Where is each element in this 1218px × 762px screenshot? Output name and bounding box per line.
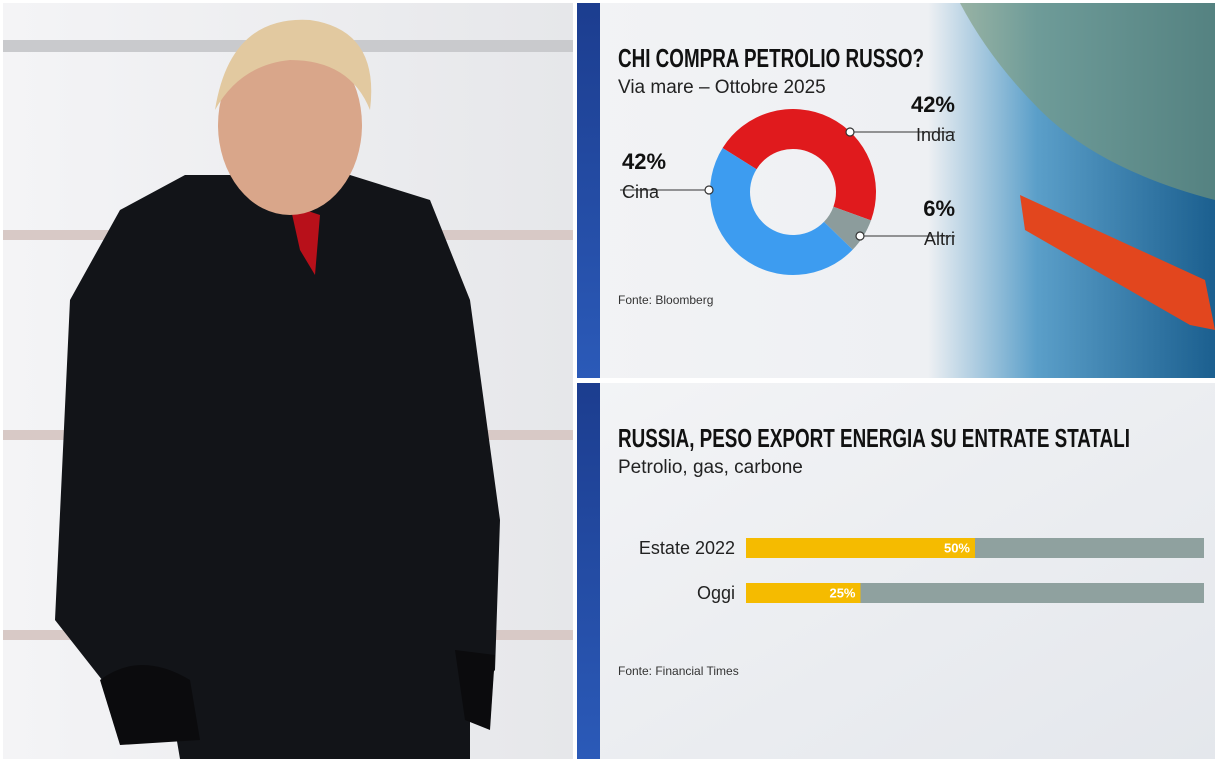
source: Fonte: Financial Times: [618, 664, 739, 678]
photo: [3, 3, 573, 759]
value-label: 6%: [923, 196, 955, 221]
value-label: 50%: [944, 540, 970, 555]
chart-title: RUSSIA, PESO EXPORT ENERGIA SU ENTRATE S…: [618, 423, 1130, 453]
leader-dot: [845, 127, 855, 137]
category-label: Cina: [622, 182, 660, 202]
chart-subtitle: Petrolio, gas, carbone: [618, 457, 803, 478]
donut-segment: [722, 109, 876, 221]
chart-subtitle: Via mare – Ottobre 2025: [618, 77, 826, 98]
category-label: India: [916, 125, 956, 145]
donut-segment: [709, 148, 853, 276]
leader-dot: [855, 231, 865, 241]
chart-title: CHI COMPRA PETROLIO RUSSO?: [618, 43, 924, 73]
bar: [746, 583, 861, 603]
source: Fonte: Bloomberg: [618, 293, 713, 307]
leader-dot: [704, 185, 714, 195]
value-label: 42%: [911, 92, 955, 117]
panel-background: [577, 3, 1215, 759]
value-label: 25%: [829, 585, 855, 600]
value-label: 42%: [622, 149, 666, 174]
bar: [746, 538, 975, 558]
category-label: Oggi: [697, 583, 735, 603]
category-label: Altri: [924, 229, 955, 249]
category-label: Estate 2022: [639, 538, 735, 558]
